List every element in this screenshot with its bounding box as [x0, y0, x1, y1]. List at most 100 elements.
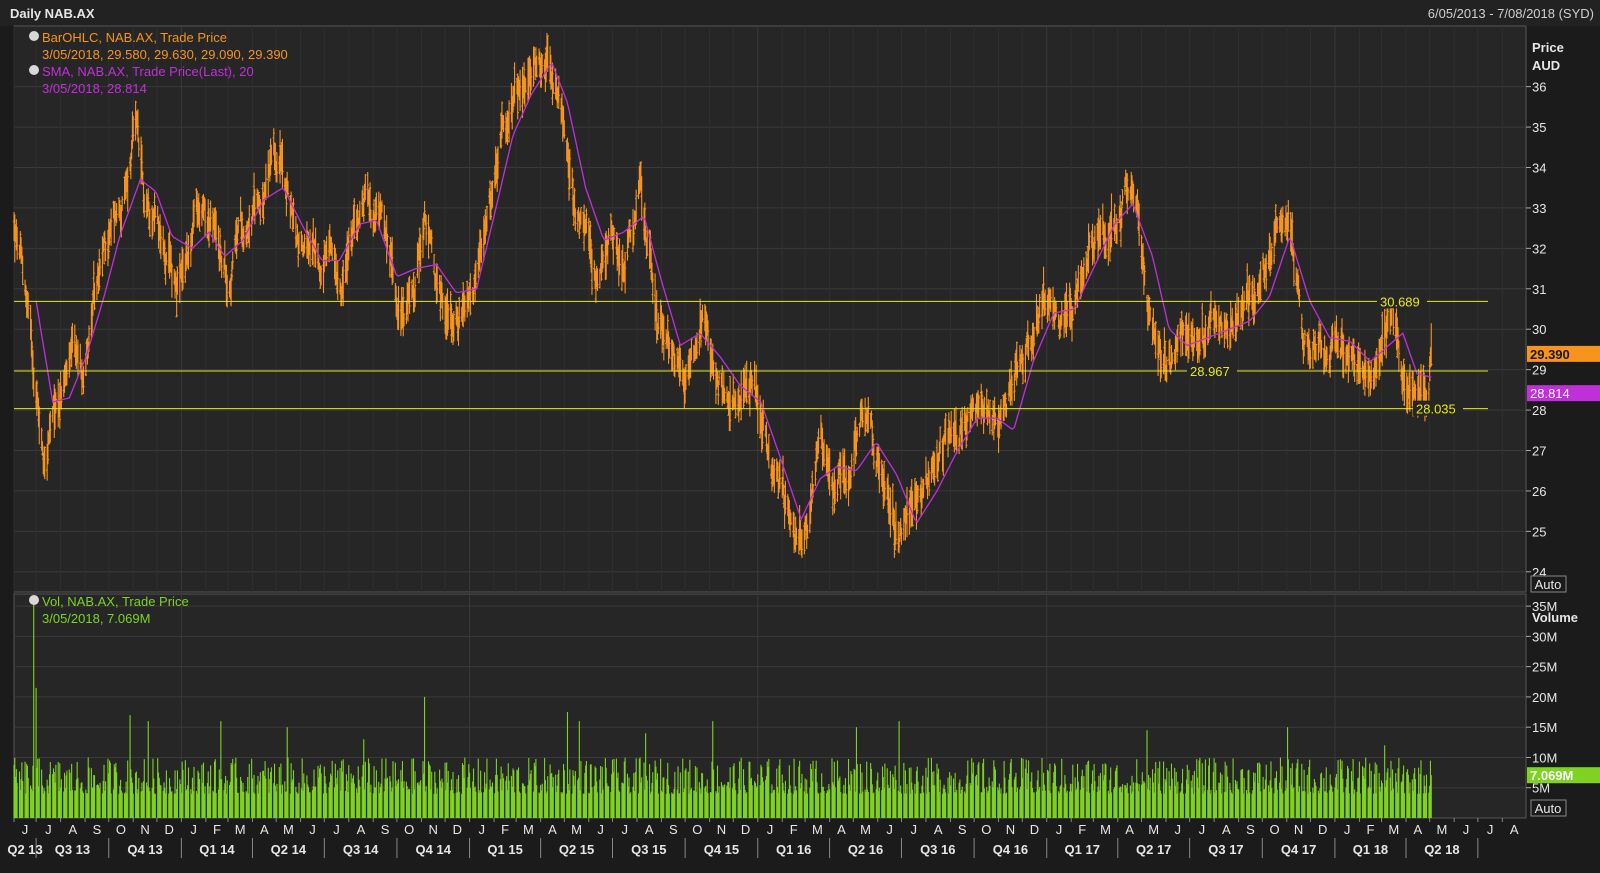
ohlc-bar: [593, 260, 596, 281]
ohlc-bar: [175, 276, 178, 318]
ohlc-bar: [576, 210, 579, 233]
ohlc-bar: [803, 515, 807, 540]
title-bar: [0, 0, 1600, 26]
ohlc-bar: [858, 422, 861, 437]
ohlc-bar: [897, 537, 901, 554]
ohlc-bar: [535, 55, 538, 78]
ohlc-bar: [870, 410, 873, 427]
ohlc-bar: [524, 77, 527, 93]
ohlc-bar: [40, 427, 43, 451]
ohlc-bar: [153, 192, 156, 232]
ohlc-bar: [181, 248, 185, 290]
ohlc-bar: [463, 295, 467, 322]
ohlc-bar: [693, 345, 696, 361]
ohlc-bar: [402, 313, 406, 327]
ohlc-bar: [364, 173, 367, 201]
ohlc-bar: [336, 261, 339, 301]
ohlc-bar: [904, 505, 907, 541]
price-plot-area[interactable]: [13, 25, 1527, 593]
ohlc-bar: [30, 319, 33, 357]
ohlc-bar: [423, 201, 426, 222]
ohlc-bar: [496, 146, 500, 179]
ohlc-bar: [397, 286, 400, 331]
ohlc-bar: [578, 213, 581, 239]
ohlc-bar: [220, 255, 223, 279]
ohlc-bar: [1004, 393, 1007, 417]
ohlc-bar: [639, 161, 643, 191]
ohlc-bar: [589, 239, 593, 273]
ohlc-bar: [601, 244, 604, 273]
ohlc-bar: [573, 187, 576, 218]
ohlc-bar: [488, 180, 492, 220]
ohlc-bar: [676, 347, 679, 372]
ohlc-bar: [717, 371, 721, 386]
ohlc-bar: [541, 54, 544, 74]
ohlc-bar: [195, 190, 199, 228]
ohlc-bar: [556, 87, 559, 109]
ohlc-bar: [773, 458, 776, 493]
ohlc-bar: [446, 288, 449, 336]
ohlc-bar: [136, 109, 140, 143]
ohlc-bar: [474, 260, 478, 289]
ohlc-bar: [850, 453, 853, 470]
ohlc-bar: [231, 251, 234, 270]
ohlc-bar: [878, 453, 881, 494]
ohlc-bar: [612, 227, 616, 240]
ohlc-bar: [999, 399, 1003, 430]
ohlc-bar: [38, 406, 41, 445]
ohlc-bar: [629, 229, 632, 243]
ohlc-bar: [506, 110, 509, 146]
ohlc-bar: [551, 62, 554, 106]
ohlc-bar: [643, 202, 647, 246]
ohlc-bar: [585, 208, 588, 234]
ohlc-bar: [568, 148, 572, 190]
ohlc-bar: [936, 453, 939, 482]
ohlc-bar: [366, 171, 369, 207]
ohlc-bar: [386, 233, 389, 251]
ohlc-bar: [529, 66, 533, 91]
ohlc-bar: [571, 177, 575, 216]
ohlc-bar: [628, 219, 632, 238]
ohlc-bar: [120, 196, 124, 212]
ohlc-bar: [108, 222, 111, 246]
ohlc-bar: [690, 337, 693, 361]
ohlc-bar: [235, 217, 238, 259]
ohlc-bar: [513, 62, 516, 104]
ohlc-bar: [618, 238, 621, 276]
ohlc-bar: [46, 430, 50, 465]
ohlc-bar: [723, 387, 726, 405]
ohlc-bar: [574, 208, 577, 232]
ohlc-bar: [651, 272, 654, 304]
ohlc-bar: [491, 180, 494, 208]
ohlc-bar: [369, 209, 373, 229]
ohlc-bar: [19, 231, 22, 259]
ohlc-bar: [831, 472, 834, 516]
ohlc-bar: [134, 100, 137, 141]
ohlc-bar: [362, 198, 365, 222]
ohlc-bar: [922, 478, 925, 498]
ohlc-bar: [297, 231, 301, 254]
ohlc-bar: [427, 214, 430, 259]
ohlc-bar: [422, 212, 425, 240]
ohlc-bar: [784, 480, 787, 515]
ohlc-bar: [679, 347, 682, 382]
ohlc-bar: [413, 276, 417, 308]
ohlc-bar: [101, 236, 104, 277]
ohlc-bar: [867, 396, 870, 433]
ohlc-bar: [694, 337, 697, 360]
ohlc-bar: [402, 287, 405, 337]
ohlc-bar: [109, 208, 113, 246]
ohlc-bar: [666, 314, 669, 349]
ohlc-bar: [516, 73, 519, 120]
ohlc-bar: [30, 341, 34, 371]
ohlc-bar: [441, 293, 444, 320]
ohlc-bar: [139, 136, 143, 185]
ohlc-bar: [893, 509, 896, 558]
ohlc-bar: [572, 195, 575, 227]
ohlc-bar: [147, 188, 150, 212]
ohlc-bar: [281, 138, 284, 189]
ohlc-bar: [797, 529, 801, 555]
ohlc-bar: [308, 229, 312, 267]
ohlc-bar: [192, 198, 196, 228]
